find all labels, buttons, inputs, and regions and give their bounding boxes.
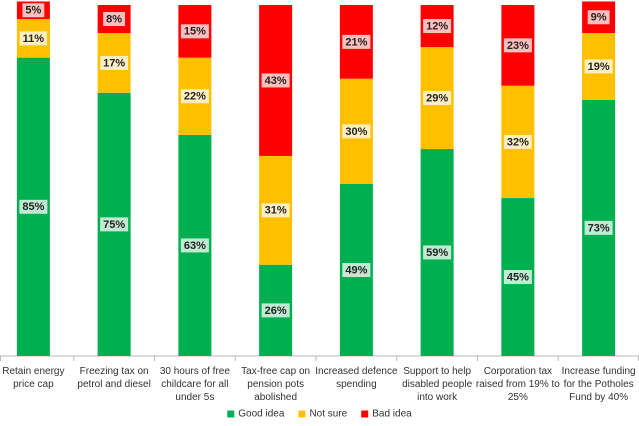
value-label: 17%	[103, 57, 125, 69]
legend-swatch	[361, 410, 369, 418]
legend-swatch	[227, 410, 235, 418]
x-tick-label: 30 hours of free childcare for all under 5…	[160, 366, 230, 403]
x-tick-label: Support to help disabled people into work	[402, 366, 472, 403]
value-label-box	[584, 59, 613, 74]
x-tick-label: Corporation tax raised from 19% to 25%	[476, 366, 560, 403]
value-label-box	[103, 12, 126, 27]
value-label-box	[100, 217, 129, 232]
value-label: 8%	[106, 13, 122, 25]
value-label: 43%	[265, 75, 287, 87]
value-label-box	[423, 91, 452, 106]
value-label-box	[180, 238, 209, 253]
x-tick-label: Increased defence spending	[315, 366, 398, 390]
value-label: 11%	[23, 33, 45, 45]
value-label: 31%	[265, 205, 287, 217]
value-label-box	[342, 263, 371, 278]
value-label: 5%	[25, 5, 41, 17]
value-label-box	[503, 134, 532, 149]
value-label-box	[584, 220, 613, 235]
value-label: 32%	[507, 136, 529, 148]
value-label-box	[342, 124, 371, 139]
value-label-box	[19, 199, 48, 214]
value-label: 19%	[588, 61, 610, 73]
legend-item: Not sure	[298, 409, 348, 420]
value-label: 30%	[345, 126, 367, 138]
x-tick-label: Tax-free cap on pension pots abolished	[241, 366, 310, 403]
legend-label: Good idea	[238, 409, 285, 420]
value-label-box	[587, 10, 610, 25]
value-label: 73%	[588, 222, 610, 234]
value-label: 29%	[426, 92, 448, 104]
legend-label: Not sure	[309, 409, 347, 420]
legend: Good idea Not sure Bad idea	[227, 409, 412, 420]
value-label: 15%	[184, 26, 206, 38]
value-label-box	[261, 203, 290, 218]
value-label-box	[180, 89, 209, 104]
value-label: 22%	[184, 91, 206, 103]
value-label-box	[503, 270, 532, 285]
value-label-box	[19, 31, 48, 46]
value-label-box	[180, 24, 209, 39]
value-label-box	[100, 55, 129, 70]
value-label-box	[423, 19, 452, 34]
value-label: 49%	[345, 264, 367, 276]
value-label-box	[423, 245, 452, 260]
legend-swatch	[298, 410, 306, 418]
value-label-box	[261, 73, 290, 88]
legend-label: Bad idea	[372, 409, 412, 420]
value-label: 59%	[426, 247, 448, 259]
x-tick-label: Increase funding for the Potholes Fund by …	[562, 366, 636, 403]
value-label-box	[22, 3, 45, 18]
legend-item: Good idea	[227, 409, 285, 420]
legend-item: Bad idea	[361, 409, 412, 420]
value-label: 21%	[345, 36, 367, 48]
value-label: 9%	[591, 12, 607, 24]
value-label: 85%	[22, 201, 44, 213]
value-label: 63%	[184, 240, 206, 252]
value-label: 75%	[103, 219, 125, 231]
value-label-box	[503, 38, 532, 53]
value-label: 12%	[426, 20, 448, 32]
value-label-box	[261, 303, 290, 318]
value-label-box	[342, 34, 371, 49]
value-label: 45%	[507, 271, 529, 283]
x-tick-label: Retain energy price cap	[2, 366, 64, 390]
x-tick-label: Freezing tax on petrol and diesel	[77, 366, 150, 390]
value-label: 26%	[265, 305, 287, 317]
value-label: 23%	[507, 40, 529, 52]
